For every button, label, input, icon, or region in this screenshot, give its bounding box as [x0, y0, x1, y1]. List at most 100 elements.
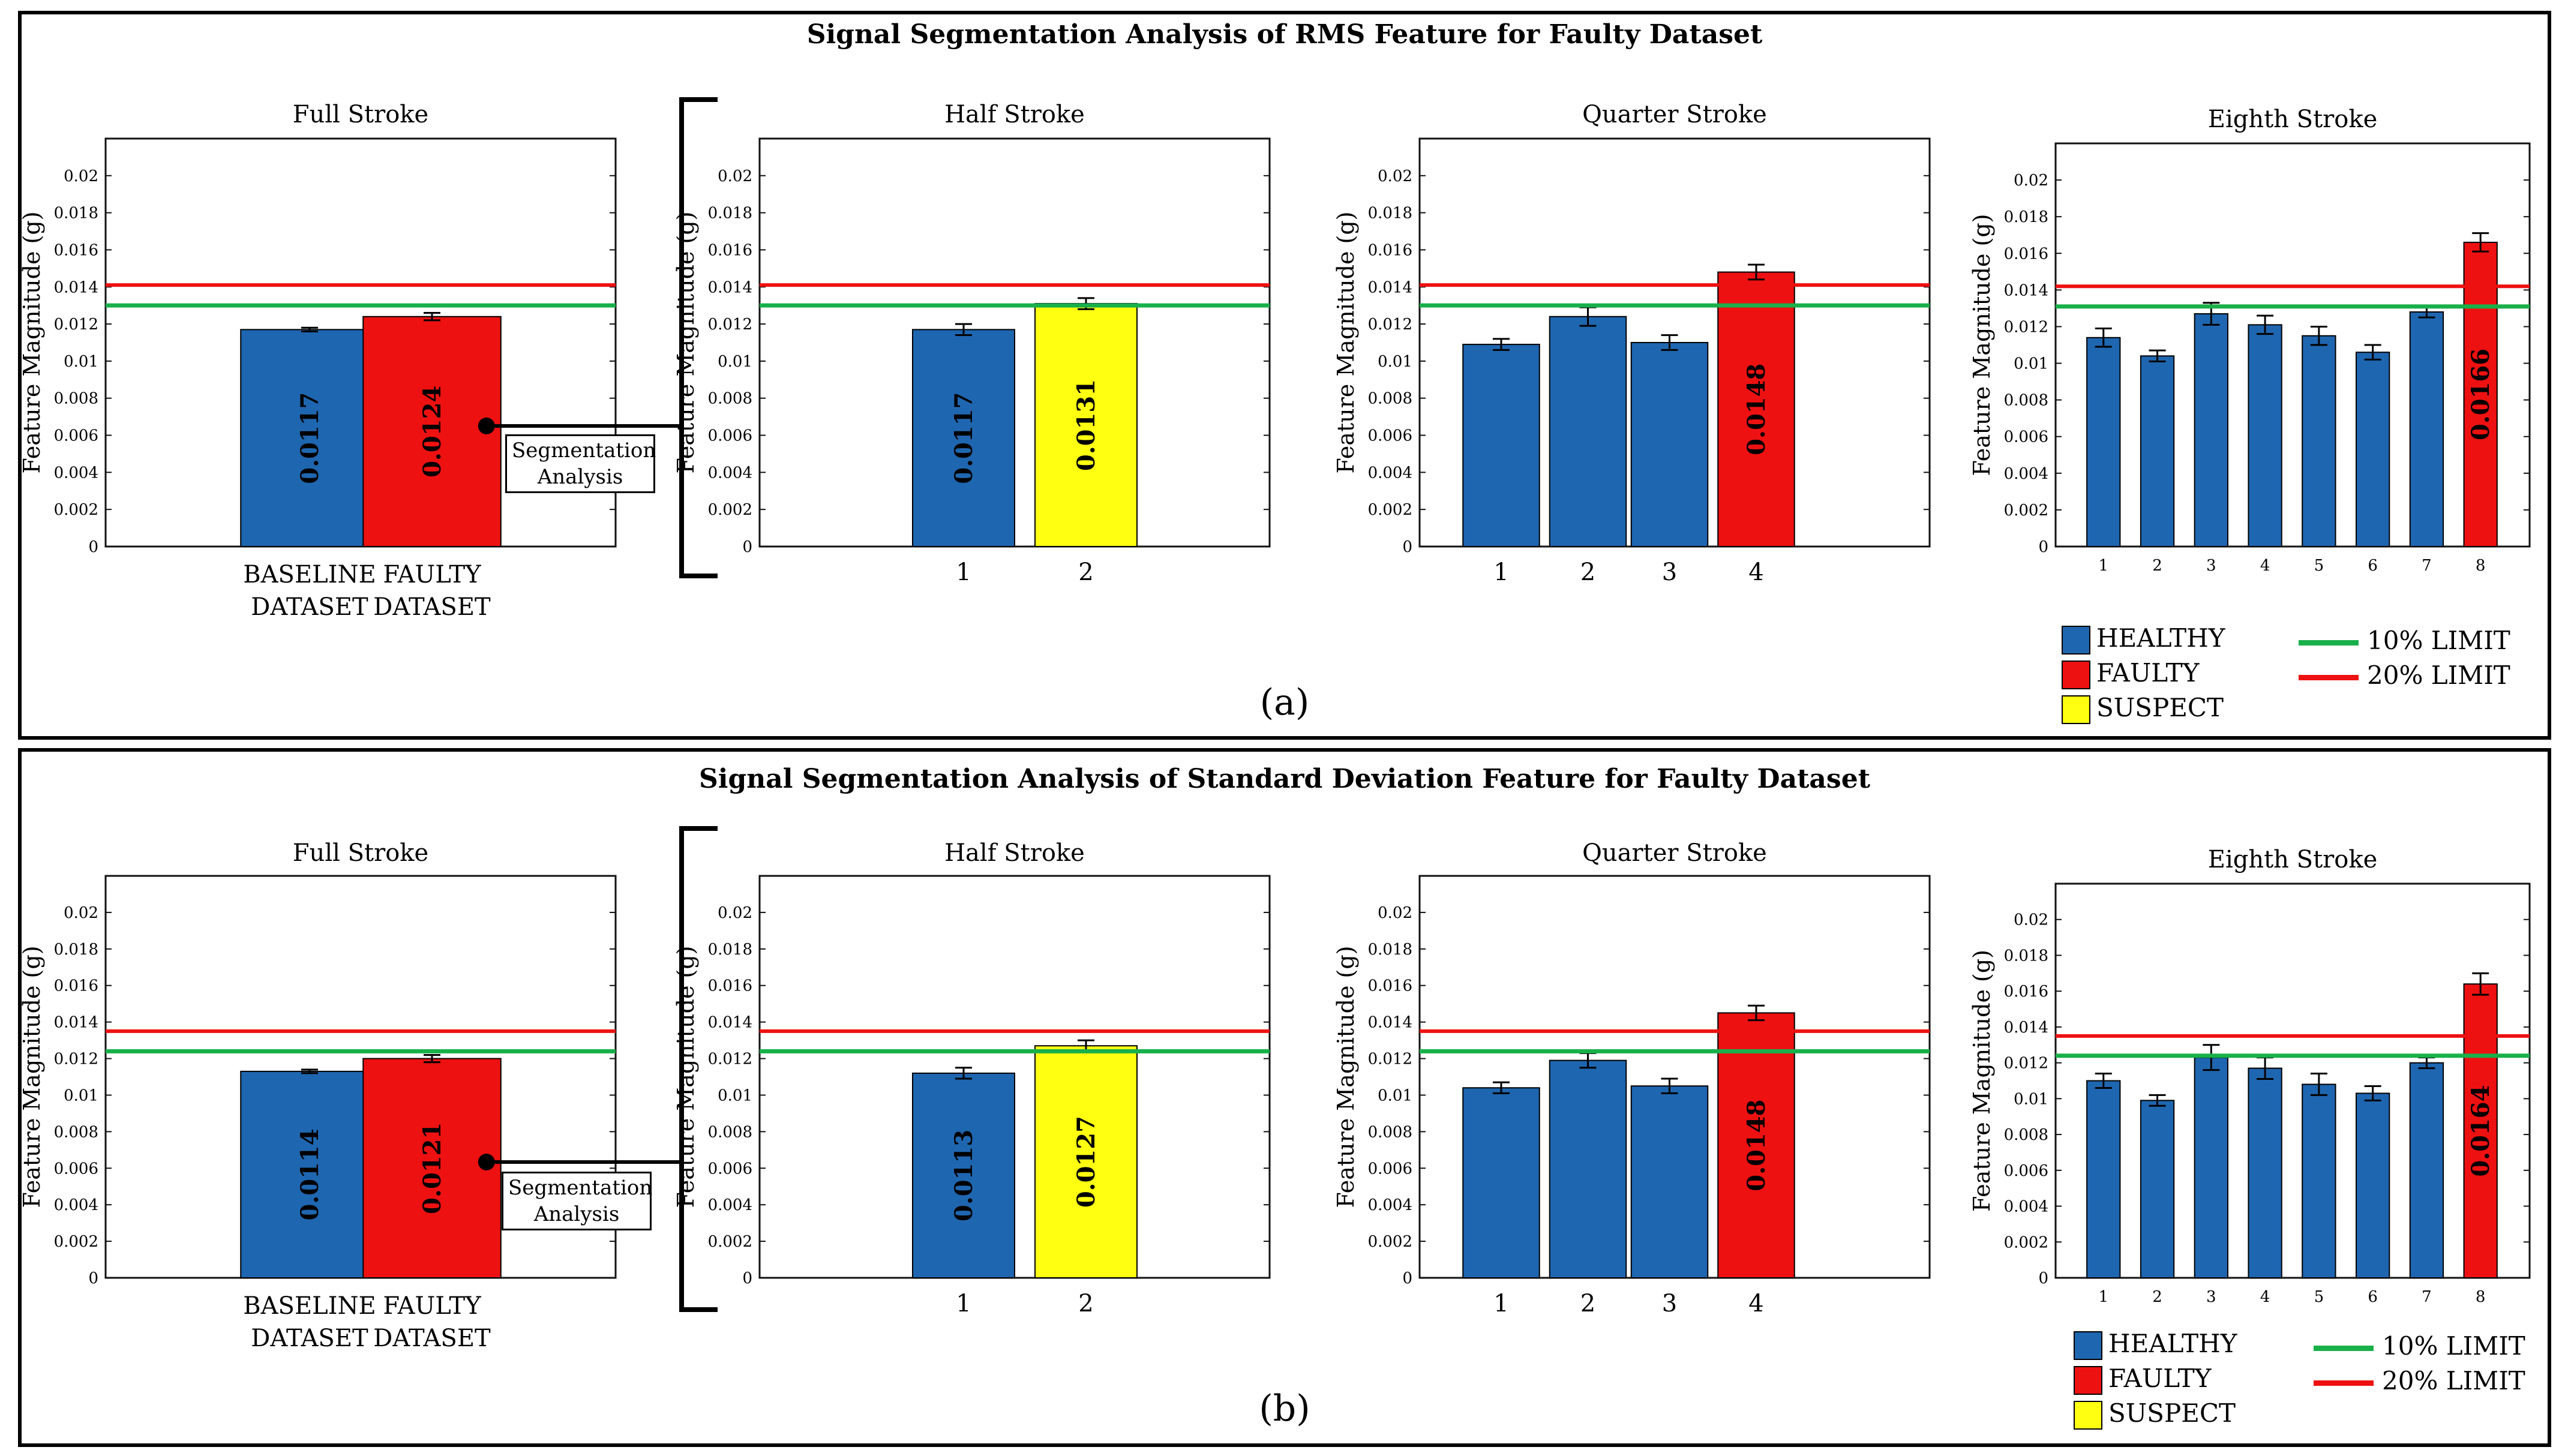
x-tick-label: FAULTY	[383, 561, 481, 589]
y-axis-label: Feature Magnitude (g)	[1333, 211, 1359, 473]
suspect-swatch	[2074, 1401, 2102, 1430]
y-tick-label: 0.012	[54, 316, 98, 334]
y-tick-label: 0.012	[708, 1050, 752, 1068]
limit10-swatch	[2314, 1345, 2374, 1351]
segmentation-label-line1: Segmentation	[508, 1176, 653, 1200]
y-tick-label: 0.012	[1368, 1050, 1412, 1068]
panel-label: (b)	[1259, 1388, 1310, 1430]
x-tick-label: BASELINE	[243, 561, 376, 589]
y-tick-label: 0.014	[708, 1014, 752, 1032]
data-label: 0.0117	[296, 392, 324, 484]
y-tick-label: 0.006	[1368, 427, 1412, 445]
y-tick-label: 0.004	[54, 1196, 98, 1214]
y-tick-label: 0	[742, 1269, 752, 1287]
bar-5	[2302, 335, 2336, 548]
y-tick-label: 0.006	[54, 427, 98, 445]
y-tick-label: 0.008	[1368, 390, 1412, 408]
panel-b: Signal Segmentation Analysis of Standard…	[18, 748, 2551, 1447]
y-tick-label: 0.006	[2004, 1162, 2048, 1180]
x-tick-label: 6	[2368, 557, 2378, 575]
data-label: 0.0121	[418, 1122, 446, 1214]
y-tick-label: 0.004	[54, 464, 98, 482]
legend-limit10-label: 10% LIMIT	[2382, 1331, 2525, 1361]
y-tick-label: 0.008	[54, 390, 98, 408]
chart-quarter-stroke: Quarter Stroke 0 0.002 0.004 0.006 0.008 0.01 0…	[1333, 839, 1931, 1317]
plot-area	[2054, 882, 2531, 1279]
y-tick-label: 0.002	[54, 1233, 98, 1251]
y-tick-label: 0.016	[708, 241, 752, 259]
y-tick-label: 0.004	[708, 464, 752, 482]
bar-3	[1630, 1085, 1709, 1279]
y-tick-label: 0.014	[708, 278, 752, 296]
bar-7	[2409, 1062, 2444, 1278]
bar-2	[362, 1058, 502, 1278]
y-tick-label: 0.02	[64, 167, 98, 185]
x-tick-label: 2	[1078, 559, 1093, 586]
y-tick-label: 0.018	[54, 205, 98, 223]
y-tick-label: 0.012	[708, 316, 752, 334]
y-tick-label: 0.02	[718, 167, 752, 185]
chart-title: Full Stroke	[293, 839, 428, 867]
x-tick-label-line2: DATASET	[373, 593, 491, 621]
legend-faulty: FAULTY	[2074, 1364, 2211, 1395]
y-tick-label: 0.006	[708, 427, 752, 445]
suspect-swatch	[2062, 695, 2090, 724]
legend-limit20: 20% LIMIT	[2314, 1366, 2525, 1395]
y-tick-label: 0.01	[718, 353, 752, 371]
y-tick-label: 0.016	[2004, 983, 2048, 1001]
bar-2	[1034, 303, 1138, 547]
y-tick-label: 0.002	[2004, 502, 2048, 520]
y-tick-label: 0.002	[54, 501, 98, 519]
bar-2	[362, 316, 502, 547]
x-tick-label: 1	[956, 559, 971, 586]
limit20-swatch	[2314, 1380, 2374, 1386]
y-tick-label: 0.004	[708, 1196, 752, 1214]
y-axis-label: Feature Magnitude (g)	[22, 211, 45, 473]
y-tick-label: 0.01	[64, 1086, 98, 1104]
x-tick-label: 1	[1493, 1290, 1508, 1317]
legend-faulty: FAULTY	[2062, 658, 2199, 689]
legend-limit20-label: 20% LIMIT	[2367, 661, 2510, 690]
data-label: 0.0148	[1742, 364, 1771, 455]
y-tick-label: 0.008	[2004, 392, 2048, 410]
y-tick-label: 0	[2038, 1269, 2048, 1287]
chart-title: Eighth Stroke	[2208, 846, 2378, 873]
y-tick-label: 0.004	[2004, 465, 2048, 483]
healthy-swatch	[2062, 626, 2090, 655]
faulty-swatch	[2074, 1366, 2102, 1395]
segmentation-analysis-box: Segmentation Analysis	[505, 434, 656, 493]
y-tick-label: 0.014	[1368, 278, 1412, 296]
legend-suspect: SUSPECT	[2062, 693, 2224, 724]
chart-title: Half Stroke	[944, 839, 1085, 867]
panel-a-charts: Full Stroke 0 0.002 0.004 0.006 0.008 0.01 0.01…	[22, 97, 2531, 621]
bar-2	[1549, 316, 1627, 547]
data-label: 0.0117	[950, 392, 978, 484]
limit10-swatch	[2299, 640, 2359, 646]
bar-1	[912, 329, 1015, 547]
bar-2	[1034, 1045, 1138, 1278]
x-tick-label: 7	[2422, 1288, 2432, 1306]
bar-4	[2248, 1067, 2282, 1278]
y-tick-label: 0.018	[708, 941, 752, 959]
x-tick-label: 1	[2098, 1288, 2108, 1306]
segmentation-analysis-box: Segmentation Analysis	[502, 1172, 652, 1230]
y-tick-label: 0.02	[718, 904, 752, 922]
x-tick-label: 5	[2314, 557, 2324, 575]
chart-title: Eighth Stroke	[2208, 106, 2378, 133]
legend-healthy: HEALTHY	[2062, 623, 2225, 655]
y-tick-label: 0.006	[708, 1160, 752, 1178]
chart-eighth-stroke: Eighth Stroke 0 0.002 0.004 0.006 0.008 0.01 0.…	[1969, 846, 2531, 1306]
x-tick-label: 3	[1662, 1290, 1677, 1317]
x-tick-label: 2	[2152, 1288, 2162, 1306]
x-tick-label: 3	[2206, 557, 2216, 575]
chart-title: Quarter Stroke	[1582, 839, 1767, 867]
x-tick-label: 2	[1580, 1290, 1595, 1317]
bar-2	[1549, 1059, 1627, 1278]
legend-limit10: 10% LIMIT	[2314, 1331, 2525, 1361]
y-tick-label: 0.016	[1368, 977, 1412, 995]
data-label: 0.0166	[2467, 349, 2495, 440]
bar-4	[1717, 1012, 1795, 1278]
segmentation-label-line2: Analysis	[537, 465, 623, 489]
y-axis-label: Feature Magnitude (g)	[1333, 945, 1359, 1208]
y-tick-label: 0.01	[1378, 1086, 1412, 1104]
